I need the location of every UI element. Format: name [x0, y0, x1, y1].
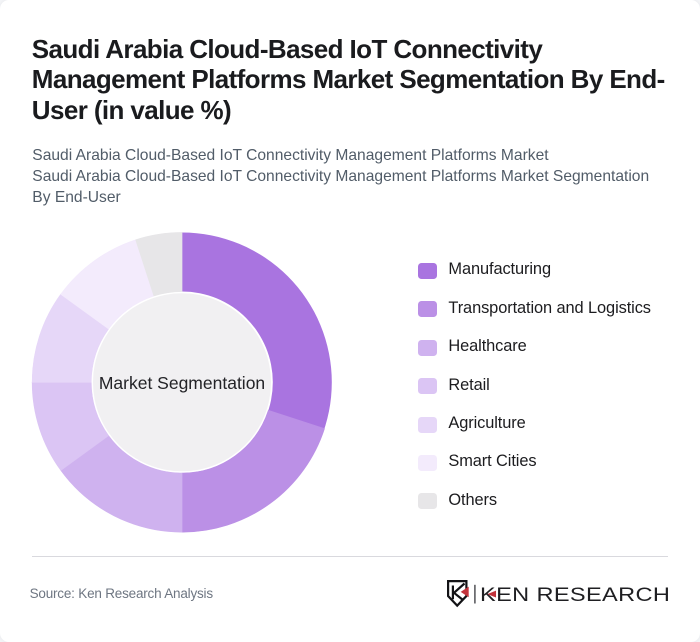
svg-text:KEN RESEARCH: KEN RESEARCH — [480, 584, 670, 605]
svg-text:Market Segmentation: Market Segmentation — [99, 373, 265, 393]
